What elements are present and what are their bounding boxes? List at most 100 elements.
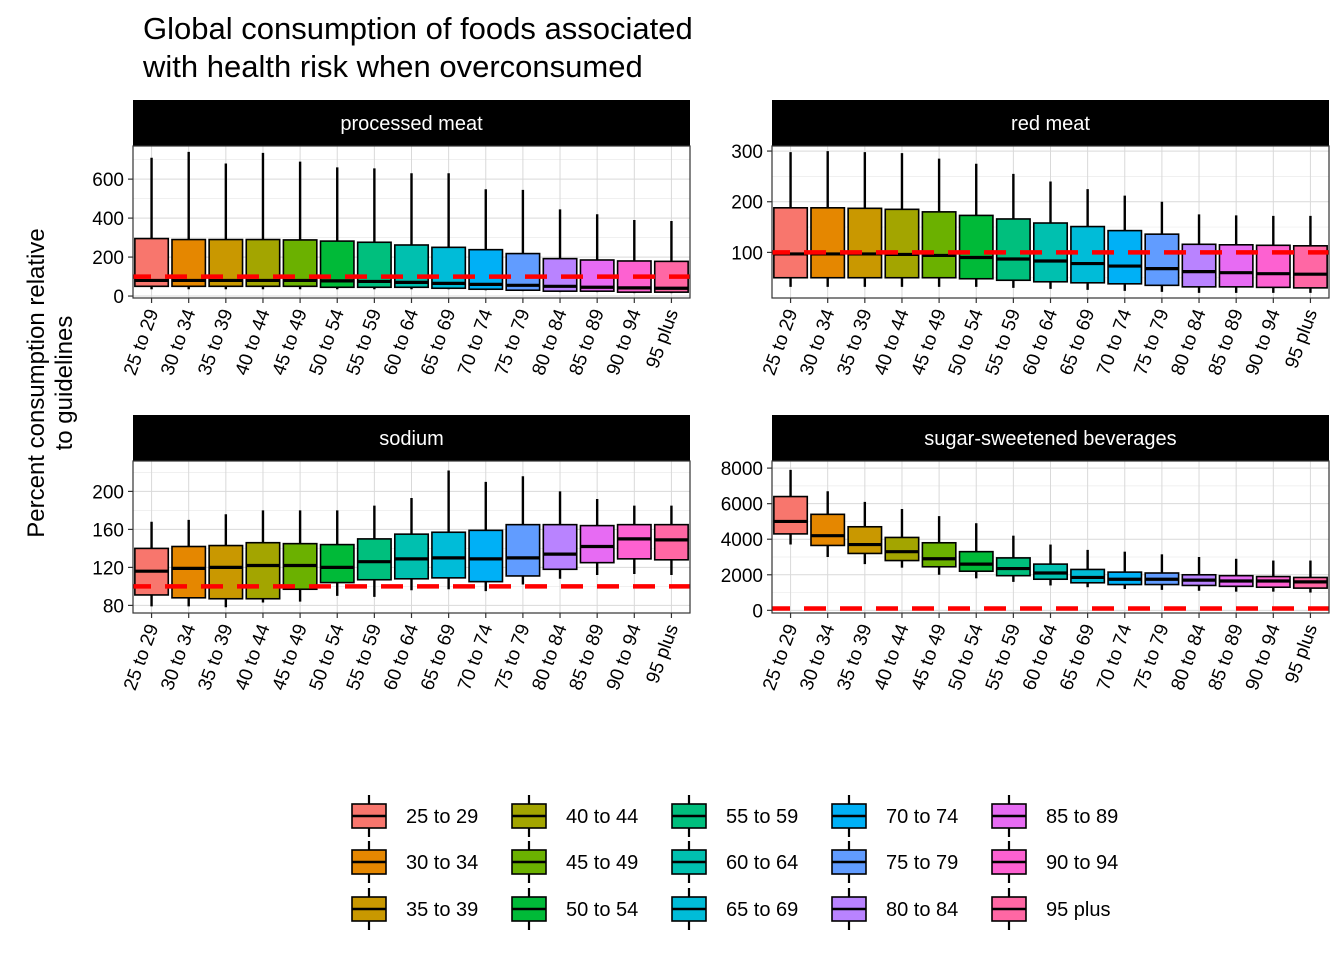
- legend-label: 45 to 49: [566, 852, 638, 874]
- facet-strip-processed-meat: [133, 100, 690, 146]
- box-processed-meat-55-to-59: [356, 168, 392, 290]
- y-tick-label: 200: [92, 482, 124, 503]
- legend-item-55-to-59: 55 to 59: [671, 795, 798, 837]
- box-red-meat-55-to-59: [995, 173, 1031, 288]
- box-body: [616, 523, 652, 560]
- y-tick-label: 2000: [721, 566, 763, 587]
- box-red-meat-65-to-69: [1070, 189, 1106, 290]
- box-body: [431, 531, 467, 579]
- y-axis-label-line-2: to guidelines: [51, 316, 78, 451]
- legend-label: 55 to 59: [726, 806, 798, 828]
- box-body: [505, 523, 541, 577]
- box-body: [356, 241, 392, 289]
- y-tick-label: 160: [92, 520, 124, 541]
- box-processed-meat-45-to-49: [282, 161, 318, 290]
- y-tick-label: 80: [103, 596, 124, 617]
- box-body: [653, 523, 689, 561]
- legend-item-65-to-69: 65 to 69: [671, 888, 798, 930]
- box-body: [579, 524, 615, 564]
- box-body: [1107, 229, 1143, 285]
- box-processed-meat-60-to-64: [393, 173, 430, 290]
- box-body: [208, 544, 244, 600]
- box-processed-meat-65-to-69: [431, 173, 467, 290]
- box-processed-meat-70-to-74: [468, 189, 504, 291]
- legend-item-90-to-94: 90 to 94: [991, 841, 1118, 883]
- box-body: [542, 523, 578, 571]
- y-tick-label: 4000: [721, 530, 763, 551]
- legend-item-40-to-44: 40 to 44: [511, 795, 638, 837]
- box-processed-meat-75-to-79: [505, 189, 541, 292]
- box-body: [921, 541, 957, 568]
- box-body: [773, 207, 809, 279]
- box-body: [468, 248, 504, 291]
- box-red-meat-70-to-74: [1107, 195, 1143, 291]
- legend-item-95-plus: 95 plus: [991, 888, 1111, 930]
- legend-item-35-to-39: 35 to 39: [351, 888, 478, 930]
- box-sodium-65-to-69: [431, 470, 467, 590]
- facet-strip-label-sodium: sodium: [379, 428, 443, 450]
- legend-item-25-to-29: 25 to 29: [351, 795, 478, 837]
- box-red-meat-45-to-49: [921, 158, 957, 287]
- box-body: [171, 545, 207, 599]
- box-sugar-sweetened-beverages-95-plus: [1292, 560, 1328, 593]
- box-body: [393, 533, 430, 580]
- box-body: [884, 208, 920, 279]
- box-sodium-75-to-79: [505, 476, 541, 585]
- legend-label: 25 to 29: [406, 806, 478, 828]
- box-body: [921, 211, 957, 279]
- legend-item-80-to-84: 80 to 84: [831, 888, 958, 930]
- box-body: [847, 207, 883, 279]
- y-tick-label: 100: [731, 243, 763, 264]
- box-sodium-30-to-34: [171, 519, 207, 607]
- facet-strip-sodium: [133, 415, 690, 461]
- box-sugar-sweetened-beverages-60-to-64: [1032, 544, 1069, 586]
- y-tick-label: 8000: [721, 459, 763, 480]
- facet-strip-sugar-sweetened-beverages: [772, 415, 1329, 461]
- y-tick-label: 0: [113, 287, 124, 308]
- box-body: [810, 207, 846, 279]
- box-sodium-85-to-89: [579, 499, 615, 575]
- legend-label: 85 to 89: [1046, 806, 1118, 828]
- box-sodium-70-to-74: [468, 481, 504, 592]
- legend-label: 40 to 44: [566, 806, 638, 828]
- box-sodium-60-to-64: [393, 498, 430, 591]
- box-sodium-95-plus: [653, 505, 689, 575]
- box-sodium-80-to-84: [542, 491, 578, 579]
- box-sodium-90-to-94: [616, 505, 652, 575]
- legend-item-60-to-64: 60 to 64: [671, 841, 798, 883]
- box-red-meat-50-to-54: [958, 163, 994, 287]
- facet-strip-label-processed-meat: processed meat: [340, 113, 483, 135]
- box-body: [468, 529, 504, 583]
- y-tick-label: 6000: [721, 495, 763, 516]
- box-processed-meat-30-to-34: [171, 151, 207, 290]
- box-sugar-sweetened-beverages-85-to-89: [1218, 558, 1254, 592]
- y-tick-label: 300: [731, 142, 763, 163]
- facet-strip-label-red-meat: red meat: [1011, 113, 1090, 135]
- box-red-meat-30-to-34: [810, 151, 846, 287]
- legend-label: 75 to 79: [886, 852, 958, 874]
- legend-item-30-to-34: 30 to 34: [351, 841, 478, 883]
- box-sugar-sweetened-beverages-45-to-49: [921, 516, 957, 575]
- legend-label: 95 plus: [1046, 899, 1111, 921]
- y-tick-label: 120: [92, 558, 124, 579]
- box-body: [995, 557, 1031, 577]
- box-processed-meat-80-to-84: [542, 209, 578, 293]
- y-tick-label: 400: [92, 209, 124, 230]
- box-sugar-sweetened-beverages-65-to-69: [1070, 549, 1106, 588]
- box-body: [884, 536, 920, 562]
- box-body: [958, 550, 994, 573]
- y-tick-label: 200: [92, 248, 124, 269]
- legend-label: 60 to 64: [726, 852, 798, 874]
- box-body: [245, 541, 281, 600]
- legend-item-50-to-54: 50 to 54: [511, 888, 638, 930]
- legend-label: 30 to 34: [406, 852, 478, 874]
- y-tick-label: 0: [752, 601, 763, 622]
- legend-item-85-to-89: 85 to 89: [991, 795, 1118, 837]
- y-tick-label: 600: [92, 170, 124, 191]
- box-sugar-sweetened-beverages-70-to-74: [1107, 551, 1143, 589]
- box-sugar-sweetened-beverages-25-to-29: [773, 469, 809, 545]
- box-red-meat-25-to-29: [773, 152, 809, 287]
- box-body: [393, 244, 430, 289]
